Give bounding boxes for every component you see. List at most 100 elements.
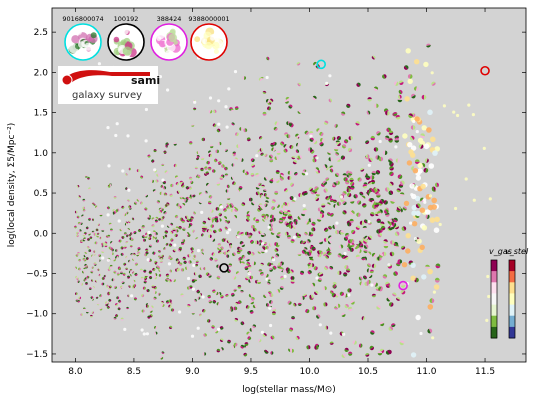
- galaxy-half-b: [353, 194, 357, 199]
- galaxy-half-b: [293, 160, 297, 164]
- galaxy-marker: [312, 158, 317, 163]
- galaxy-half-b: [115, 256, 117, 259]
- y-tick-label: 0.5: [34, 189, 48, 199]
- galaxy-half-a: [379, 287, 383, 292]
- galaxy-dot: [421, 274, 427, 280]
- galaxy-half-b: [224, 220, 228, 223]
- galaxy-half-a: [269, 158, 274, 161]
- galaxy-half-b: [270, 144, 275, 147]
- galaxy-marker: [118, 299, 122, 303]
- galaxy-half-a: [388, 138, 393, 142]
- galaxy-half-b: [251, 275, 254, 280]
- galaxy-dot: [405, 248, 411, 254]
- galaxy-half-b: [250, 301, 254, 305]
- galaxy-half-a: [220, 347, 223, 351]
- galaxy-marker: [112, 211, 116, 215]
- galaxy-half-a: [227, 220, 231, 224]
- galaxy-half-b: [178, 246, 182, 249]
- galaxy-half-b: [383, 251, 387, 257]
- galaxy-half-b: [329, 165, 334, 169]
- galaxy-marker: [194, 298, 197, 302]
- galaxy-half-a: [140, 201, 143, 205]
- galaxy-marker: [227, 339, 231, 344]
- galaxy-marker: [236, 271, 240, 275]
- galaxy-marker: [80, 240, 83, 243]
- galaxy-marker: [215, 149, 219, 154]
- galaxy-marker: [406, 160, 413, 166]
- galaxy-marker: [308, 218, 313, 223]
- galaxy-half-b: [289, 123, 293, 128]
- galaxy-half-b: [219, 141, 222, 146]
- galaxy-dot: [227, 87, 231, 91]
- galaxy-marker: [170, 230, 174, 234]
- galaxy-half-a: [117, 266, 121, 270]
- galaxy-marker: [194, 263, 199, 267]
- galaxy-half-b: [347, 192, 351, 197]
- galaxy-half-a: [340, 291, 344, 296]
- galaxy-half-a: [399, 89, 403, 94]
- galaxy-marker: [405, 48, 411, 54]
- colorbar-segment: [491, 304, 497, 317]
- galaxy-half-b: [214, 159, 217, 163]
- galaxy-marker: [185, 215, 189, 219]
- galaxy-half-b: [104, 244, 108, 246]
- galaxy-marker: [167, 225, 170, 228]
- galaxy-half-b: [136, 255, 140, 257]
- galaxy-dot: [228, 228, 232, 232]
- galaxy-half-b: [212, 290, 216, 293]
- galaxy-marker: [157, 255, 161, 258]
- galaxy-half-b: [116, 296, 118, 300]
- galaxy-half-a: [377, 351, 383, 354]
- galaxy-half-b: [264, 176, 267, 181]
- galaxy-half-b: [170, 231, 173, 234]
- galaxy-marker: [323, 188, 328, 193]
- galaxy-half-b: [308, 218, 312, 223]
- galaxy-marker: [260, 272, 264, 276]
- galaxy-half-b: [357, 200, 362, 205]
- galaxy-marker: [395, 158, 400, 163]
- galaxy-marker: [153, 296, 157, 300]
- galaxy-marker: [235, 132, 239, 136]
- galaxy-half-b: [170, 308, 173, 312]
- galaxy-marker: [323, 164, 328, 169]
- galaxy-marker: [314, 290, 319, 295]
- galaxy-half-a: [367, 251, 371, 256]
- galaxy-marker: [365, 140, 370, 144]
- galaxy-dot: [123, 327, 127, 331]
- galaxy-half-a: [313, 155, 318, 158]
- galaxy-half-b: [385, 350, 390, 355]
- galaxy-half-a: [255, 174, 259, 177]
- galaxy-half-b: [88, 233, 91, 236]
- galaxy-marker: [290, 239, 295, 243]
- galaxy-half-b: [106, 306, 110, 309]
- galaxy-half-a: [362, 203, 367, 207]
- galaxy-half-b: [414, 159, 420, 162]
- galaxy-half-a: [296, 336, 300, 340]
- galaxy-marker: [164, 234, 168, 238]
- galaxy-marker: [431, 204, 438, 210]
- galaxy-half-b: [320, 210, 325, 214]
- galaxy-half-a: [267, 56, 270, 61]
- galaxy-marker: [91, 298, 94, 301]
- galaxy-half-a: [342, 200, 347, 205]
- galaxy-marker: [425, 209, 431, 215]
- galaxy-marker: [170, 183, 174, 188]
- galaxy-dot: [343, 251, 347, 256]
- galaxy-half-b: [181, 220, 185, 223]
- galaxy-marker: [74, 266, 77, 270]
- galaxy-marker: [264, 273, 269, 278]
- galaxy-half-a: [214, 158, 218, 162]
- galaxy-half-b: [416, 277, 419, 283]
- galaxy-half-b: [315, 194, 320, 197]
- galaxy-marker: [411, 204, 417, 211]
- galaxy-marker: [239, 158, 244, 162]
- galaxy-dot: [433, 284, 440, 290]
- galaxy-marker: [269, 98, 274, 103]
- galaxy-half-a: [98, 273, 101, 277]
- galaxy-dot: [267, 225, 271, 229]
- galaxy-half-a: [80, 282, 82, 286]
- galaxy-half-a: [156, 239, 159, 243]
- galaxy-half-a: [319, 273, 324, 277]
- galaxy-marker: [279, 210, 283, 215]
- galaxy-half-b: [144, 277, 147, 280]
